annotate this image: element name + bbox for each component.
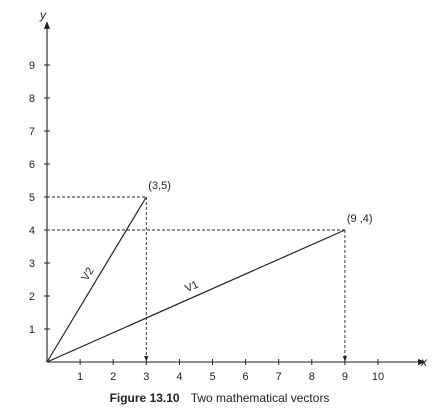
y-axis-label: y bbox=[39, 8, 47, 22]
vector-label-v2: V2 bbox=[79, 265, 96, 283]
y-tick-label: 3 bbox=[29, 258, 35, 270]
vector-v2 bbox=[46, 196, 147, 363]
x-tick-label: 8 bbox=[309, 371, 315, 383]
y-tick-label: 4 bbox=[29, 225, 35, 237]
vector-chart: x y 1 2 3 4 5 6 7 8 9 10 1 2 3 4 5 6 7 8 9 (9 ,4) V1 (3,5) V2 bbox=[29, 8, 428, 383]
point-label-v1: (9 ,4) bbox=[347, 213, 373, 225]
x-tick-label: 4 bbox=[176, 371, 182, 383]
x-tick-label: 7 bbox=[276, 371, 282, 383]
vector-label-v1: V1 bbox=[183, 279, 200, 295]
y-tick-label: 9 bbox=[29, 60, 35, 72]
x-tick-label: 2 bbox=[110, 371, 116, 383]
vector-v1 bbox=[46, 229, 346, 363]
x-tick-label: 5 bbox=[209, 371, 215, 383]
caption-text: Two mathematical vectors bbox=[190, 391, 330, 405]
x-tick-label: 1 bbox=[77, 371, 83, 383]
x-axis-label: x bbox=[420, 355, 428, 369]
x-tick-label: 6 bbox=[243, 371, 249, 383]
x-tick-label: 9 bbox=[342, 371, 348, 383]
y-tick-label: 1 bbox=[29, 324, 35, 336]
x-tick-label: 10 bbox=[372, 371, 384, 383]
figure-caption: Figure 13.10 Two mathematical vectors bbox=[0, 391, 439, 405]
caption-label: Figure 13.10 bbox=[109, 391, 180, 405]
y-tick-label: 6 bbox=[29, 159, 35, 171]
y-tick-label: 8 bbox=[29, 93, 35, 105]
x-tick-label: 3 bbox=[143, 371, 149, 383]
y-tick-label: 7 bbox=[29, 126, 35, 138]
y-tick-label: 5 bbox=[29, 192, 35, 204]
y-tick-label: 2 bbox=[29, 291, 35, 303]
point-label-v2: (3,5) bbox=[148, 180, 171, 192]
